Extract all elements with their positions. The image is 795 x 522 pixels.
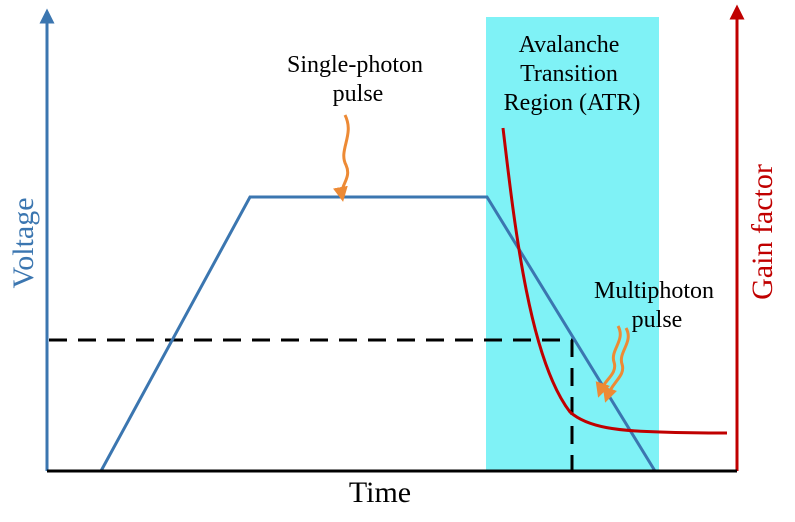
multiphoton-label: Multiphoton pulse: [594, 278, 720, 333]
x-axis-label: Time: [349, 476, 411, 509]
single-photon-label: Single-photon pulse: [287, 52, 429, 107]
threshold-line: [49, 338, 574, 471]
single-photon-pointer-arrow: [333, 114, 350, 202]
multiphoton-pointer-arrow-2: [602, 327, 630, 403]
right-axis-label: Gain factor: [746, 164, 779, 300]
multiphoton-pointer-arrow-1: [595, 325, 622, 398]
left-axis-label: Voltage: [7, 197, 40, 288]
gain-curve: [501, 127, 728, 435]
voltage-pulse: [99, 195, 657, 472]
atr-label: Avalanche Transition Region (ATR): [504, 32, 641, 116]
